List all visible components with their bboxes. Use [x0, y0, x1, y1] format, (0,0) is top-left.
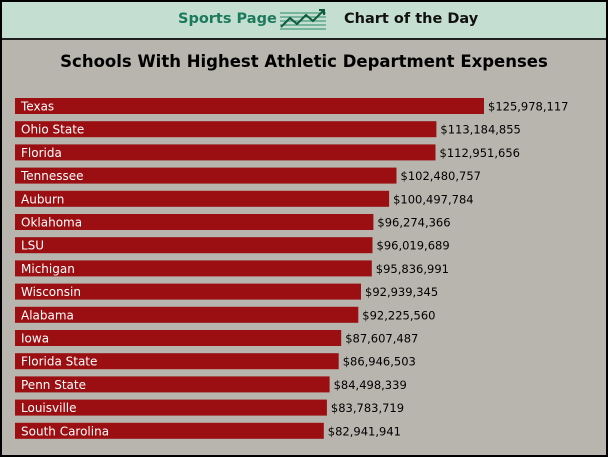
- bar-tennessee: [15, 167, 397, 184]
- bar-label: Penn State: [21, 378, 86, 392]
- value-label: $82,941,941: [328, 424, 401, 438]
- bar-auburn: [15, 190, 390, 207]
- value-label: $83,783,719: [331, 401, 404, 415]
- bar-label: Iowa: [21, 332, 49, 346]
- value-label: $100,497,784: [393, 192, 473, 206]
- value-label: $102,480,757: [401, 169, 481, 183]
- bar-label: Michigan: [21, 262, 75, 276]
- value-label: $96,274,366: [377, 216, 450, 230]
- bar-label: Tennessee: [20, 169, 84, 183]
- value-label: $92,225,560: [362, 308, 435, 322]
- bar-label: Wisconsin: [21, 285, 81, 299]
- bar-south-carolina: [15, 422, 324, 439]
- bar-label: Texas: [20, 100, 54, 114]
- bar-label: South Carolina: [21, 424, 109, 438]
- value-label: $96,019,689: [377, 239, 450, 253]
- value-label: $84,498,339: [334, 378, 407, 392]
- value-label: $92,939,345: [365, 285, 438, 299]
- bar-lsu: [15, 237, 373, 254]
- bar-florida: [15, 144, 436, 161]
- bar-penn-state: [15, 376, 330, 393]
- bar-ohio-state: [15, 121, 437, 138]
- bar-label: Louisville: [21, 401, 77, 415]
- bar-label: Auburn: [21, 192, 64, 206]
- value-label: $113,184,855: [440, 123, 520, 137]
- bar-oklahoma: [15, 214, 374, 230]
- bar-label: Alabama: [21, 308, 74, 322]
- value-label: $125,978,117: [488, 100, 568, 114]
- bar-label: LSU: [21, 239, 44, 253]
- bar-florida-state: [15, 353, 339, 370]
- bar-alabama: [15, 306, 359, 323]
- value-label: $86,946,503: [343, 355, 416, 369]
- section-title: Chart of the Day: [344, 11, 479, 27]
- chart-title: Schools With Highest Athletic Department…: [60, 52, 548, 71]
- bar-label: Florida State: [21, 355, 97, 369]
- bar-michigan: [15, 260, 372, 277]
- value-label: $87,607,487: [345, 332, 418, 346]
- bar-louisville: [15, 399, 327, 416]
- line-chart-icon: [278, 7, 328, 31]
- bar-label: Florida: [21, 146, 62, 160]
- bar-label: Ohio State: [21, 123, 84, 137]
- value-label: $112,951,656: [440, 146, 520, 160]
- value-label: $95,836,991: [376, 262, 449, 276]
- bar-wisconsin: [15, 283, 361, 300]
- bar-iowa: [15, 330, 342, 346]
- brand-title: Sports Page: [178, 11, 277, 27]
- bar-texas: [15, 98, 484, 114]
- header-banner: Sports Page Chart of the Day: [2, 2, 606, 40]
- bar-label: Oklahoma: [21, 216, 82, 230]
